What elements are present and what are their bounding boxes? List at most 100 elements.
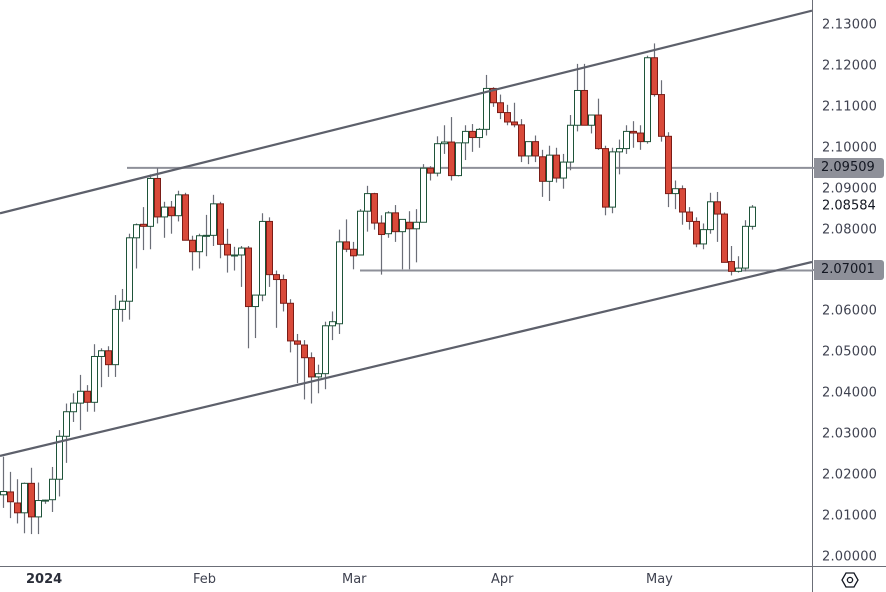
- candle: [539, 149, 546, 197]
- candle: [644, 55, 651, 144]
- candle: [742, 220, 749, 272]
- candle: [525, 141, 532, 165]
- candle: [259, 213, 266, 302]
- chart-plot-area[interactable]: [0, 0, 813, 566]
- candle: [658, 80, 665, 142]
- candle: [294, 333, 301, 384]
- candle: [434, 136, 441, 177]
- candle: [301, 340, 308, 400]
- candle: [574, 63, 581, 132]
- candle: [497, 94, 504, 120]
- candle: [455, 142, 462, 177]
- candle: [224, 228, 231, 273]
- candle: [721, 212, 728, 263]
- candle: [266, 217, 273, 287]
- candle: [98, 348, 105, 388]
- candle: [679, 185, 686, 225]
- candle: [112, 295, 119, 377]
- candle: [392, 205, 399, 242]
- level-axis-marker: [812, 166, 815, 169]
- candle: [588, 114, 595, 134]
- candle: [595, 98, 602, 150]
- price-tick-label: 2.13000: [822, 17, 878, 33]
- candle: [336, 229, 343, 334]
- time-tick-label: Apr: [491, 572, 514, 587]
- candle: [343, 219, 350, 253]
- candle: [28, 467, 35, 535]
- candle: [532, 135, 539, 163]
- price-tick-label: 2.08000: [822, 222, 878, 238]
- candle: [504, 104, 511, 126]
- candle: [385, 211, 392, 238]
- price-tick-label: 2.03000: [822, 426, 878, 442]
- candle: [245, 245, 252, 349]
- candle: [49, 466, 56, 512]
- candle: [616, 139, 623, 175]
- candle: [672, 180, 679, 210]
- candle: [553, 147, 560, 183]
- candle: [238, 245, 245, 287]
- candle: [441, 125, 448, 154]
- candle: [371, 192, 378, 230]
- price-tick-label: 2.11000: [822, 99, 878, 115]
- price-tick-label: 2.01000: [822, 508, 878, 524]
- candle: [252, 294, 259, 339]
- lower-channel-trendline[interactable]: [0, 260, 813, 457]
- candle: [182, 192, 189, 241]
- candle: [630, 121, 637, 148]
- candle: [287, 299, 294, 353]
- candle: [196, 233, 203, 269]
- settings-icon[interactable]: [841, 571, 859, 589]
- price-tick-label: 2.09000: [822, 181, 878, 197]
- candle: [357, 209, 364, 256]
- candle: [735, 256, 742, 273]
- candle: [175, 190, 182, 222]
- candle: [707, 192, 714, 234]
- candle: [406, 211, 413, 270]
- price-tick-label: 2.12000: [822, 58, 878, 74]
- candle: [70, 393, 77, 422]
- candle: [217, 201, 224, 259]
- candle: [651, 43, 658, 97]
- candle: [21, 482, 28, 534]
- candle: [623, 125, 630, 154]
- candle: [308, 352, 315, 404]
- candle: [714, 191, 721, 242]
- candle: [560, 153, 567, 189]
- candlestick-plot[interactable]: [0, 0, 813, 566]
- time-tick-label: Mar: [342, 572, 367, 587]
- candle: [749, 205, 756, 230]
- candle: [203, 214, 210, 257]
- candle: [602, 145, 609, 216]
- candle: [413, 209, 420, 263]
- price-level-badge: 2.09509: [814, 157, 884, 178]
- level-axis-marker: [812, 269, 815, 272]
- price-level-badge: 2.07001: [814, 260, 884, 281]
- candle: [168, 200, 175, 234]
- candle: [609, 147, 616, 214]
- candle: [483, 74, 490, 136]
- price-tick-label: 2.10000: [822, 140, 878, 156]
- candle: [91, 344, 98, 412]
- last-price-label: 2.08584: [822, 198, 876, 214]
- candle: [35, 482, 42, 535]
- candle: [147, 174, 154, 250]
- price-axis[interactable]: 2.13000 2.12000 2.11000 2.10000 2.09000 2.080…: [812, 0, 886, 566]
- candle: [427, 166, 434, 181]
- candle: [511, 102, 518, 128]
- candle: [581, 63, 588, 126]
- candle: [126, 233, 133, 320]
- candle: [0, 456, 7, 508]
- candle: [105, 346, 112, 377]
- candle: [700, 223, 707, 250]
- candle: [364, 185, 371, 232]
- candle: [567, 115, 574, 171]
- candle: [154, 168, 161, 224]
- candle: [84, 385, 91, 412]
- candle: [14, 479, 21, 524]
- candle: [728, 245, 735, 276]
- candle: [63, 403, 70, 463]
- upper-channel-trendline[interactable]: [0, 9, 813, 215]
- time-axis[interactable]: 2024 Feb Mar Apr May: [0, 566, 812, 592]
- candle: [273, 270, 280, 328]
